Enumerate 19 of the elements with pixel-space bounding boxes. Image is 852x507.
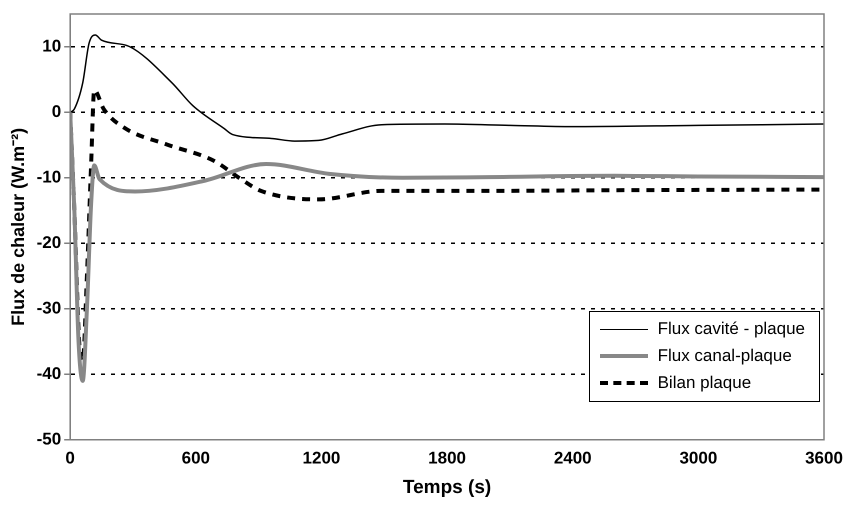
y-tick-label: -30: [36, 298, 62, 318]
y-tick-label: -40: [36, 364, 62, 383]
legend-label: Bilan plaque: [658, 373, 752, 394]
y-axis-title: Flux de chaleur (W.m⁻²): [8, 128, 28, 326]
legend-label: Flux canal-plaque: [658, 346, 792, 366]
y-tick-label: 0: [52, 102, 62, 121]
y-tick-label: -20: [36, 232, 62, 252]
y-tick-label: -50: [36, 429, 62, 448]
legend-label: Flux cavité - plaque: [658, 319, 805, 340]
x-tick-label: 3600: [805, 448, 843, 468]
x-tick-label: 0: [65, 448, 75, 468]
y-tick-label: 10: [42, 36, 62, 56]
x-tick-label: 1200: [302, 448, 340, 468]
x-axis-title: Temps (s): [402, 476, 492, 498]
y-tick-label: -10: [36, 167, 62, 186]
x-tick-label: 2400: [554, 448, 592, 468]
x-tick-label: 3000: [679, 448, 718, 468]
x-tick-label: 1800: [428, 448, 466, 468]
x-tick-label: 600: [182, 448, 210, 468]
